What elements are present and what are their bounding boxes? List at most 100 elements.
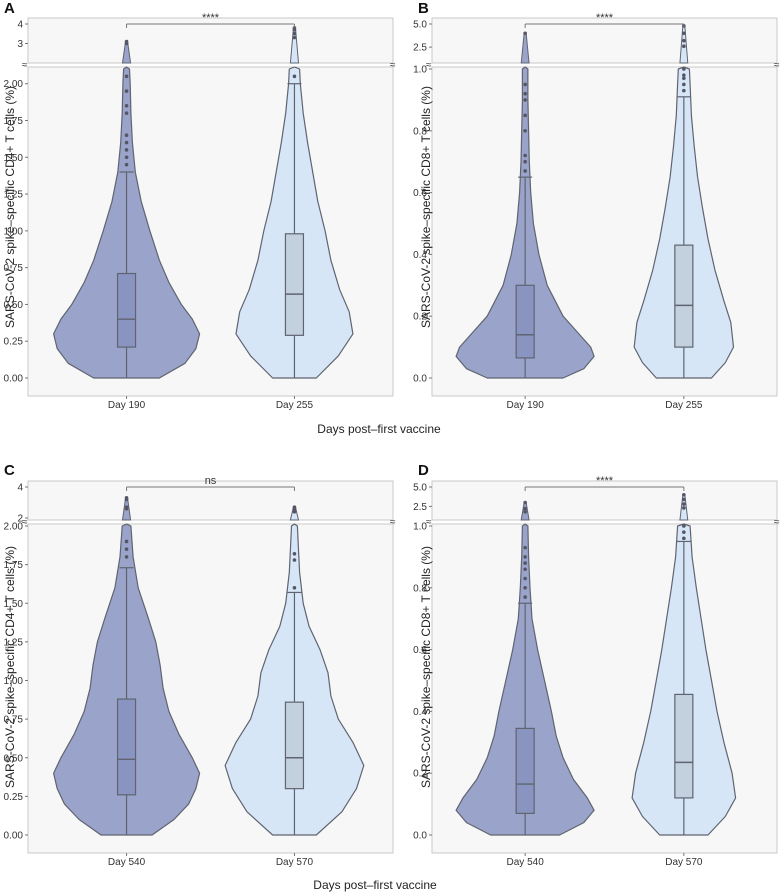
outlier-point	[682, 31, 686, 36]
x-tick-label: Day 255	[276, 400, 314, 411]
outlier-point	[682, 67, 686, 71]
outlier-point	[523, 82, 527, 87]
y-tick-label: 0.75	[4, 263, 24, 274]
series-day-540: Day 540	[455, 500, 595, 868]
outlier-point	[682, 76, 686, 81]
outlier-point	[523, 98, 527, 102]
iqr-box	[515, 284, 535, 359]
axis-break-right: ≈	[390, 60, 396, 71]
outlier-point	[124, 74, 129, 79]
outlier-point	[124, 148, 129, 152]
upper-y-tick-label: 2.5	[413, 502, 427, 513]
y-tick-label: 0.25	[4, 792, 24, 803]
outlier-point	[124, 103, 129, 108]
x-tick-label: Day 540	[108, 857, 146, 868]
iqr-box	[116, 272, 137, 348]
y-tick-label: 1.25	[4, 190, 24, 201]
upper-y-tick-label: 2	[17, 514, 23, 525]
y-tick-label: 1.0	[413, 522, 427, 533]
outlier-point	[292, 552, 297, 556]
series-day-570: Day 570	[224, 505, 365, 868]
y-tick-label: 0.25	[4, 337, 24, 348]
outlier-point	[523, 129, 527, 133]
y-tick-label: 1.00	[4, 226, 24, 237]
outlier-point	[523, 576, 527, 581]
outlier-point	[523, 169, 527, 173]
iqr-box	[674, 244, 694, 348]
y-axis-label: SARS-CoV-2 spike–specific CD8+ T cells (…	[419, 86, 433, 328]
outlier-point	[682, 82, 686, 87]
outlier-point	[124, 133, 129, 138]
y-tick-label: 0.4	[413, 250, 427, 261]
outlier-point	[523, 91, 527, 96]
axis-break-left: ≈	[22, 60, 28, 71]
outlier-point	[682, 536, 686, 541]
y-axis-label: SARS-CoV-2 spike–specific CD4+ T cells (…	[3, 86, 17, 328]
iqr-box	[284, 233, 305, 336]
outlier-point	[124, 89, 129, 93]
outlier-point	[523, 506, 527, 511]
y-tick-label: 0.4	[413, 707, 427, 718]
x-axis-label-bottom: Days post–first vaccine	[313, 878, 437, 892]
iqr-box	[674, 693, 694, 799]
outlier-point	[292, 505, 297, 509]
upper-y-tick-label: 4	[17, 20, 23, 31]
outlier-point	[682, 492, 686, 497]
outlier-point	[682, 502, 686, 506]
outlier-point	[124, 111, 129, 115]
panel-letter: B	[418, 0, 429, 17]
y-tick-label: 0.8	[413, 583, 427, 594]
y-tick-label: 0.0	[413, 831, 427, 842]
outlier-point	[124, 155, 129, 160]
series-day-255: Day 255	[235, 26, 354, 411]
x-axis-label-top: Days post–first vaccine	[317, 422, 441, 436]
outlier-point	[292, 586, 297, 590]
y-tick-label: 0.50	[4, 753, 24, 764]
panel-c: ≈ ≈ C SARS-CoV-2 spike–specific CD4+ T cell…	[3, 462, 396, 868]
y-axis-label: SARS-CoV-2 spike–specific CD4+ T cells (…	[3, 546, 17, 788]
x-tick-label: Day 570	[665, 857, 703, 868]
significance-label: ****	[202, 12, 220, 24]
outlier-point	[124, 547, 129, 551]
x-tick-label: Day 570	[276, 857, 314, 868]
y-tick-label: 0.8	[413, 126, 427, 137]
upper-y-tick-label: 4	[17, 483, 23, 494]
outlier-point	[523, 561, 527, 565]
y-tick-label: 1.00	[4, 676, 24, 687]
y-tick-label: 0.00	[4, 831, 24, 842]
series-day-570: Day 570	[631, 492, 737, 868]
upper-y-tick-label: 3	[17, 39, 23, 50]
y-tick-label: 0.2	[413, 769, 427, 780]
iqr-box	[116, 698, 137, 796]
axis-break-right: ≈	[390, 517, 396, 528]
x-tick-label: Day 540	[507, 857, 545, 868]
panel-d: ≈ ≈ D SARS-CoV-2 spike–specific CD8+ T cell…	[413, 462, 780, 868]
y-tick-label: 0.00	[4, 374, 24, 385]
panel-letter: A	[4, 0, 15, 17]
outlier-point	[523, 113, 527, 118]
outlier-point	[682, 524, 686, 528]
series-day-255: Day 255	[633, 24, 735, 411]
axis-break-right: ≈	[774, 517, 780, 528]
outlier-point	[523, 153, 527, 158]
y-tick-label: 1.50	[4, 599, 24, 610]
y-tick-label: 0.6	[413, 645, 427, 656]
outlier-point	[523, 545, 527, 550]
upper-axis-area	[431, 17, 778, 64]
x-tick-label: Day 255	[665, 400, 703, 411]
outlier-point	[523, 595, 527, 599]
upper-axis-area	[27, 17, 394, 64]
outlier-point	[523, 555, 527, 559]
panel-letter: C	[4, 462, 15, 479]
y-tick-label: 0.0	[413, 374, 427, 385]
outlier-point	[124, 555, 129, 559]
y-axis-label: SARS-CoV-2 spike–specific CD8+ T cells (…	[419, 546, 433, 788]
iqr-box	[515, 727, 535, 814]
outlier-point	[124, 162, 129, 167]
axis-break-left: ≈	[22, 517, 28, 528]
upper-y-tick-label: 5.0	[413, 483, 427, 494]
outlier-point	[523, 567, 527, 572]
outlier-point	[682, 530, 686, 534]
panel-a: ≈ ≈ A SARS-CoV-2 spike–specific CD4+ T cell…	[3, 0, 396, 411]
outlier-point	[682, 38, 686, 43]
